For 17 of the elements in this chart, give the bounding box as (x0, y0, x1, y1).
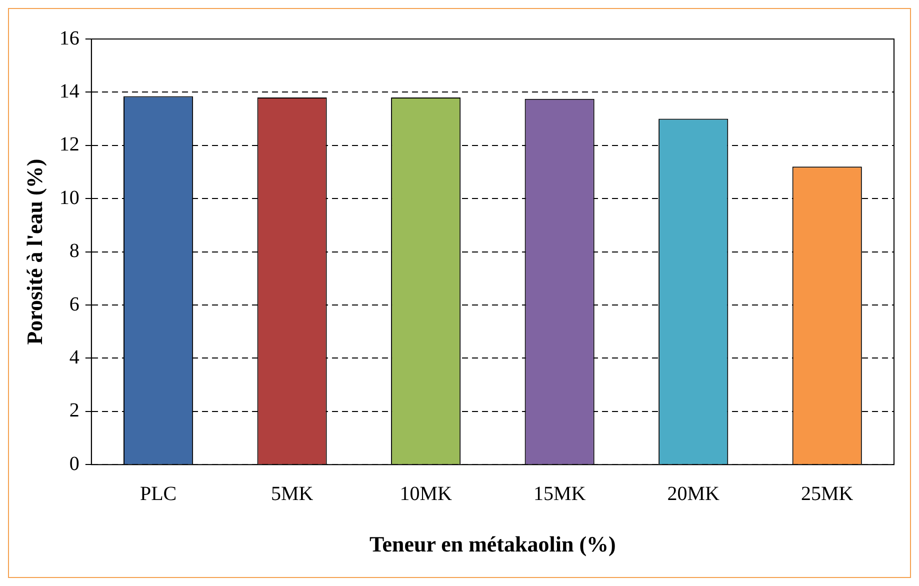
y-tick-label: 12 (59, 134, 80, 156)
y-tick-label: 2 (69, 400, 80, 422)
x-axis-title: Teneur en métakaolin (%) (370, 531, 616, 556)
y-tick-label: 8 (69, 240, 80, 262)
x-tick-label: 15MK (533, 482, 586, 505)
y-tick-label: 4 (69, 346, 80, 368)
x-tick-label: PLC (140, 482, 177, 505)
x-tick-label: 25MK (801, 482, 854, 505)
y-tick-label: 0 (69, 452, 80, 475)
x-tick-label: 5MK (270, 482, 314, 505)
y-tick-label: 6 (69, 293, 80, 316)
y-tick-label: 16 (59, 27, 80, 50)
y-tick-label: 10 (59, 186, 80, 209)
x-tick-label: 10MK (400, 482, 452, 505)
x-tick-label: 20MK (667, 482, 720, 505)
y-axis-title: Porosité à l'eau (%) (22, 158, 47, 345)
y-tick-label: 14 (59, 80, 80, 102)
